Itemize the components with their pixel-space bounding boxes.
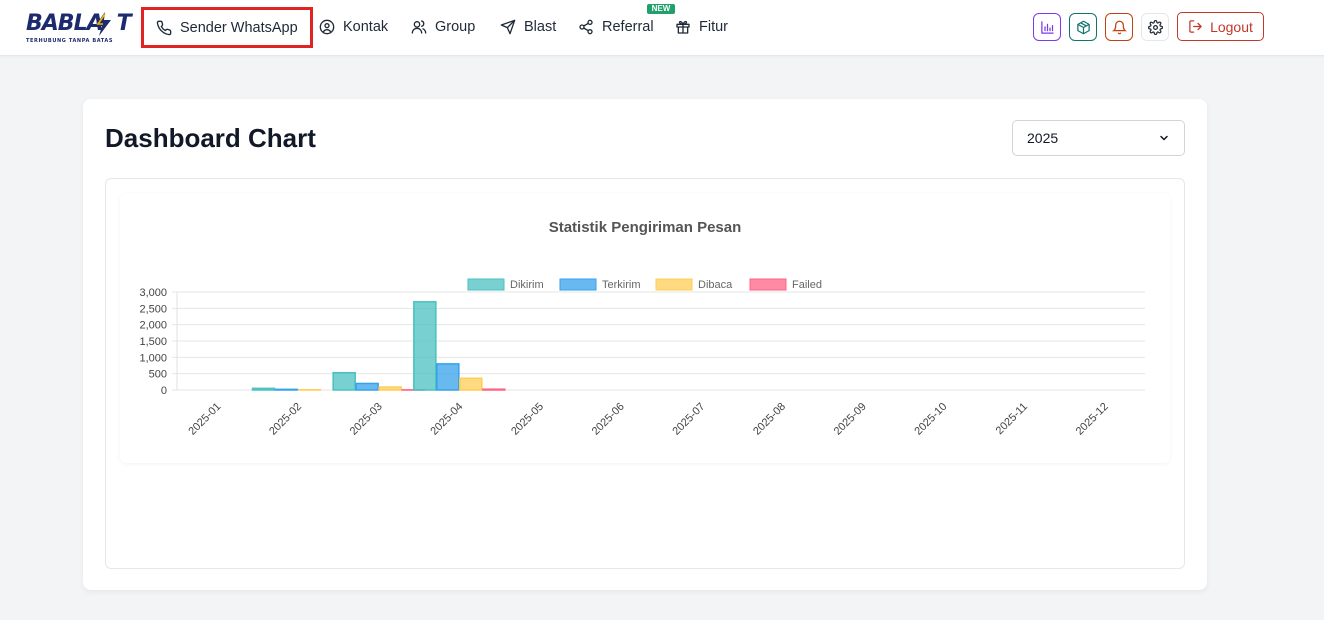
- dashboard-card: Dashboard Chart 2025 Statistik Pengirima…: [83, 99, 1207, 590]
- chart-container: Statistik Pengiriman Pesan Dikirim Terkiri…: [105, 178, 1185, 569]
- brand-wordmark: BABLA T: [26, 11, 132, 36]
- y-tick-label: 1,000: [139, 352, 167, 364]
- logout-icon: [1189, 20, 1202, 33]
- brand-logo[interactable]: BABLA T TERHUBUNG TANPA BATAS: [26, 10, 132, 46]
- bar-terkirim: [274, 388, 299, 391]
- gift-icon: [676, 20, 690, 34]
- legend-label: Failed: [792, 279, 822, 291]
- share-icon: [579, 19, 593, 35]
- x-tick-label: 2025-11: [994, 401, 1030, 437]
- top-navbar: BABLA T TERHUBUNG TANPA BATAS Sender What…: [0, 0, 1324, 56]
- nav-label: Kontak: [343, 19, 389, 35]
- y-tick-label: 500: [149, 369, 167, 381]
- x-tick-label: 2025-12: [1074, 401, 1111, 438]
- bar-chart-icon: [1040, 20, 1054, 34]
- legend-label: Dikirim: [510, 279, 544, 291]
- nav-sender-whatsapp[interactable]: Sender WhatsApp: [141, 7, 313, 48]
- x-tick-label: 2025-03: [348, 401, 385, 438]
- x-tick-label: 2025-06: [590, 401, 627, 438]
- lightning-bolt-icon: [95, 12, 111, 36]
- bar-terkirim: [355, 382, 379, 391]
- nav-label: Blast: [524, 19, 557, 35]
- y-tick-label: 3,000: [139, 287, 167, 299]
- new-badge: NEW: [647, 4, 675, 14]
- bar-dibaca: [378, 386, 402, 391]
- y-tick-label: 1,500: [139, 336, 167, 348]
- bar-dikirim: [332, 371, 356, 391]
- y-tick-label: 2,500: [139, 303, 167, 315]
- year-select-value: 2025: [1027, 130, 1059, 146]
- logout-label: Logout: [1210, 18, 1253, 35]
- bar-dibaca: [459, 377, 483, 391]
- legend-swatch: [655, 278, 693, 291]
- settings-button[interactable]: [1141, 13, 1169, 41]
- year-select[interactable]: 2025: [1012, 120, 1185, 156]
- nav-referral[interactable]: Referral: [572, 8, 660, 46]
- nav-label: Sender WhatsApp: [180, 19, 298, 36]
- package-button[interactable]: [1069, 13, 1097, 41]
- x-tick-label: 2025-07: [670, 401, 707, 438]
- brand-tagline: TERHUBUNG TANPA BATAS: [26, 38, 114, 44]
- logout-button[interactable]: Logout: [1177, 12, 1264, 41]
- notification-button[interactable]: [1105, 13, 1133, 41]
- y-tick-label: 2,000: [139, 320, 167, 332]
- nav-blast[interactable]: Blast: [494, 8, 562, 46]
- x-tick-label: 2025-01: [186, 401, 223, 438]
- y-tick-label: 0: [161, 385, 167, 397]
- bar-dikirim: [413, 301, 437, 391]
- users-icon: [411, 20, 427, 34]
- chevron-down-icon: [1160, 135, 1168, 141]
- x-tick-label: 2025-09: [832, 401, 869, 438]
- user-circle-icon: [319, 19, 335, 35]
- legend-label: Dibaca: [698, 279, 733, 291]
- x-tick-label: 2025-08: [751, 401, 788, 438]
- chart-title: Statistik Pengiriman Pesan: [549, 219, 742, 236]
- nav-label: Referral: [602, 19, 654, 35]
- gear-icon: [1147, 19, 1163, 35]
- x-tick-label: 2025-02: [267, 401, 304, 438]
- page-title: Dashboard Chart: [105, 123, 316, 153]
- bar-terkirim: [436, 363, 460, 391]
- x-tick-label: 2025-04: [428, 401, 465, 438]
- bar-failed: [482, 388, 506, 391]
- legend-swatch: [559, 278, 597, 291]
- chart-button[interactable]: [1033, 13, 1061, 41]
- package-icon: [1076, 20, 1090, 34]
- nav-group[interactable]: Group: [405, 8, 481, 46]
- nav-fitur[interactable]: Fitur: [669, 8, 734, 46]
- phone-icon: [156, 20, 172, 35]
- x-tick-label: 2025-10: [912, 401, 949, 438]
- bar-chart: Statistik Pengiriman Pesan Dikirim Terkiri…: [139, 219, 1145, 438]
- bar-dikirim: [251, 387, 276, 391]
- chart-panel: Statistik Pengiriman Pesan Dikirim Terkiri…: [120, 193, 1170, 463]
- nav-kontak[interactable]: Kontak: [313, 8, 394, 46]
- send-icon: [500, 19, 516, 35]
- bell-icon: [1111, 20, 1127, 34]
- legend-swatch: [467, 278, 505, 291]
- legend-label: Terkirim: [602, 279, 641, 291]
- x-tick-label: 2025-05: [509, 401, 546, 438]
- nav-label: Fitur: [699, 19, 728, 35]
- legend-swatch: [749, 278, 787, 291]
- nav-label: Group: [435, 19, 476, 35]
